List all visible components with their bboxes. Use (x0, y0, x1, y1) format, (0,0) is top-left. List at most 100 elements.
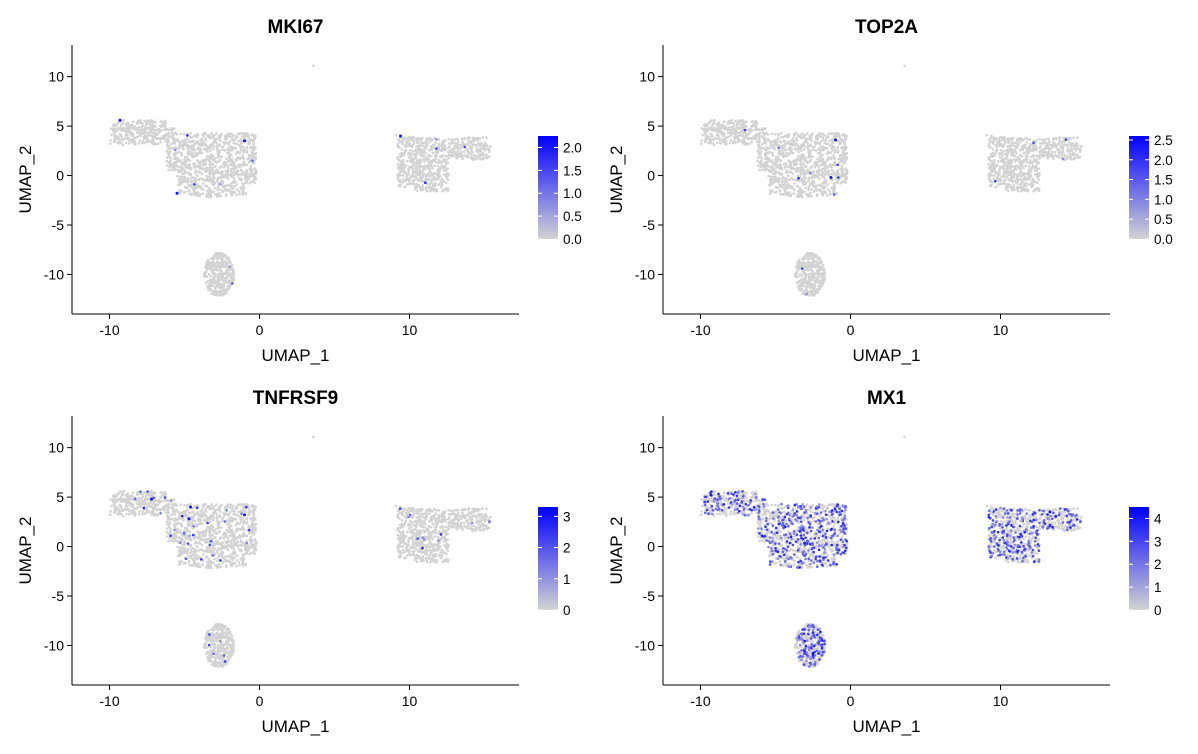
cell-point (233, 138, 236, 142)
cell-point (421, 165, 425, 168)
cell-point (190, 150, 194, 154)
cell-point (246, 172, 250, 175)
cell-point (773, 163, 777, 166)
cell-point (173, 131, 176, 135)
cell-point (252, 146, 255, 149)
cell-point (814, 265, 817, 269)
cell-point (421, 174, 424, 178)
cell-point (144, 134, 148, 138)
cell-point (421, 158, 425, 161)
cell-point (822, 138, 825, 142)
cell-point (229, 148, 232, 152)
cell-point (423, 150, 426, 153)
cell-point (148, 140, 152, 143)
cell-point (197, 142, 200, 146)
cell-point (178, 181, 181, 184)
cell-point (239, 156, 242, 160)
cell-point (817, 270, 821, 274)
cell-point (771, 189, 774, 192)
cell-point (788, 151, 792, 155)
cell-point (468, 140, 472, 143)
cell-point (112, 132, 116, 136)
cell-point (744, 141, 747, 145)
cell-point (222, 175, 226, 179)
cell-point (221, 148, 224, 151)
cell-point (445, 181, 448, 184)
cell-point (830, 132, 833, 135)
cell-point (750, 120, 754, 123)
cell-point (424, 164, 428, 168)
cell-point (813, 293, 817, 296)
cell-point (181, 175, 184, 179)
cell-point (424, 185, 428, 189)
cell-point (989, 184, 992, 187)
cell-point (226, 261, 229, 265)
cell-point (721, 123, 724, 127)
cell-point (776, 163, 780, 167)
cell-point (458, 143, 461, 147)
cell-point (999, 148, 1003, 152)
cell-point (129, 126, 133, 129)
cell-point (1029, 144, 1032, 147)
cell-point (211, 292, 215, 295)
cell-point (213, 157, 217, 160)
cell-point (169, 168, 173, 172)
cell-point (775, 186, 779, 189)
cell-point (405, 172, 409, 176)
cell-point (809, 284, 812, 288)
cell-point (240, 178, 243, 181)
cell-point (808, 192, 811, 196)
cell-point (153, 141, 156, 145)
cell-point (742, 137, 746, 140)
cell-point (1078, 150, 1082, 154)
cell-point (827, 150, 830, 153)
cell-point (777, 153, 781, 156)
cell-point (1050, 146, 1054, 150)
cell-point (217, 279, 221, 283)
cell-point (241, 191, 244, 195)
cell-point (809, 143, 812, 146)
cell-point (1042, 140, 1045, 143)
cell-point (454, 152, 458, 156)
cell-point (700, 127, 704, 130)
cell-point (479, 145, 482, 148)
cell-point (451, 140, 455, 143)
cell-point (222, 272, 226, 275)
cell-point (216, 180, 219, 183)
cell-point (732, 131, 736, 134)
cell-point (823, 180, 826, 183)
cell-point (128, 132, 131, 135)
cell-point (201, 167, 205, 171)
cell-point (245, 168, 249, 172)
cell-point (463, 150, 466, 154)
cell-point (433, 188, 437, 192)
cell-point (777, 146, 781, 150)
cell-point (219, 188, 222, 191)
cell-point (141, 122, 144, 125)
cell-point (1002, 150, 1005, 153)
cell-point (451, 150, 455, 153)
cell-point (1015, 185, 1019, 189)
cell-point (394, 133, 398, 137)
cell-point (437, 146, 440, 149)
cell-point (712, 119, 716, 122)
cell-point (1059, 151, 1062, 154)
cell-point (253, 137, 257, 140)
y-tick-label: 0 (647, 168, 655, 184)
cell-point (232, 278, 235, 281)
cell-point (210, 257, 213, 261)
cell-point (183, 132, 186, 136)
cell-point (421, 154, 424, 158)
cell-point (774, 175, 777, 179)
cell-point (166, 156, 169, 159)
cell-point (769, 181, 772, 184)
cell-point (131, 126, 135, 129)
cell-point (1007, 173, 1011, 176)
cell-point (223, 142, 227, 146)
cell-point (803, 171, 806, 174)
cell-point (446, 178, 450, 181)
cell-point (839, 139, 842, 142)
cell-point (800, 262, 804, 265)
cell-point (205, 267, 208, 271)
cell-point (1021, 173, 1025, 176)
